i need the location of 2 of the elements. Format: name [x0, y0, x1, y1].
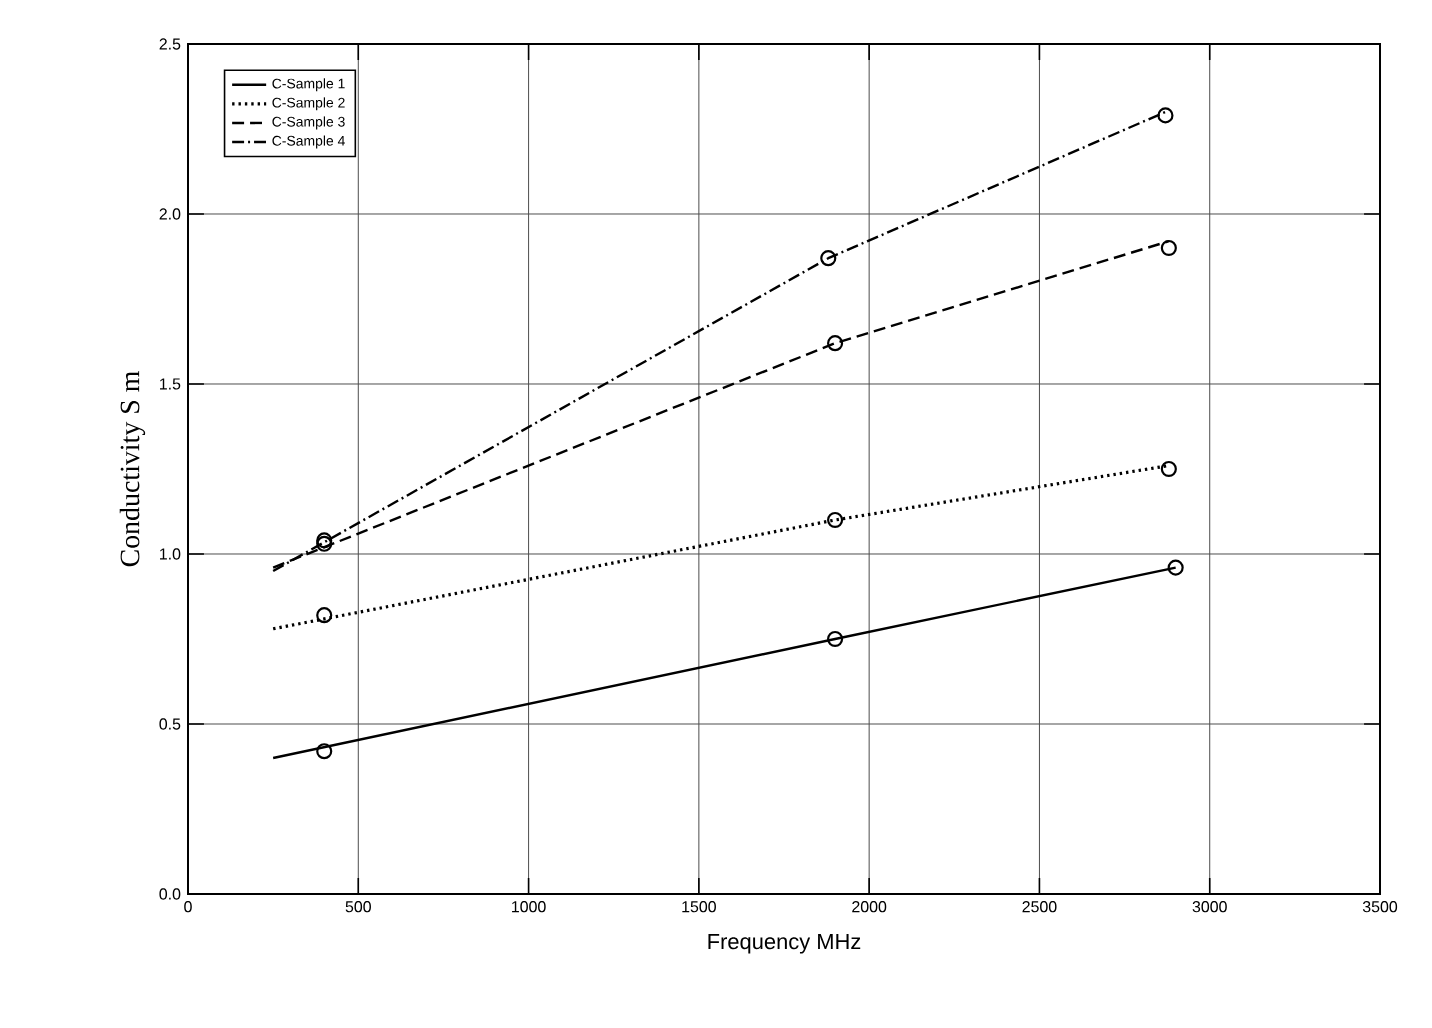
y-axis-title: Conductivity S m: [119, 371, 146, 567]
x-axis-title: Frequency MHz: [708, 933, 861, 954]
